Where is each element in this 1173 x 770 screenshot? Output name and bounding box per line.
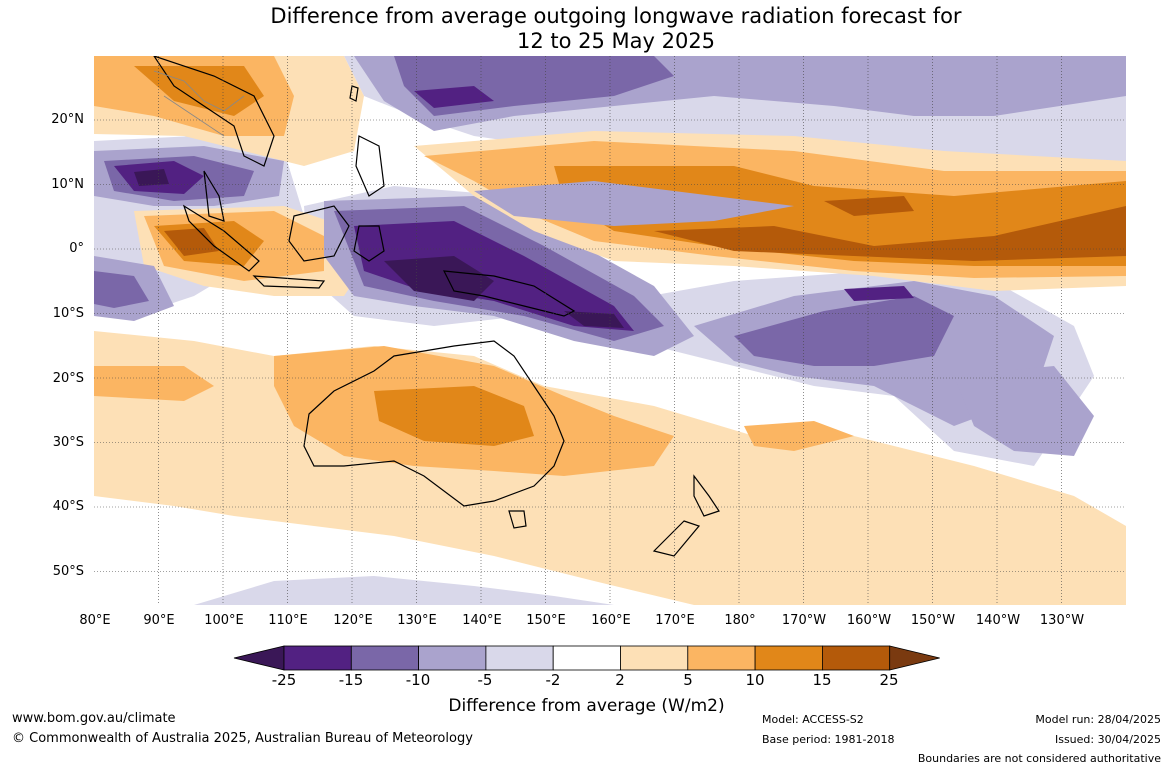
lat-label-40s: 40°S (52, 499, 84, 514)
region-purple-itcz-strip (474, 181, 794, 226)
colorbar-extend-min (233, 645, 285, 671)
colorbar-tick: 5 (683, 671, 693, 689)
java-coastline (252, 275, 326, 289)
lat-label-30s: 30°S (52, 435, 84, 450)
lon-label-130e: 130°E (397, 613, 437, 628)
colorbar (233, 645, 940, 671)
borneo-coastline (288, 205, 350, 262)
lon-label-90e: 90°E (143, 613, 175, 628)
lon-label-80e: 80°E (79, 613, 111, 628)
region-orange-north-pacific-top (824, 196, 914, 216)
colorbar-tick: -2 (545, 671, 561, 689)
region-purple-north-pacific-center (414, 86, 494, 108)
region-purple-maritime-center (384, 256, 494, 301)
colorbar-tick: 25 (879, 671, 899, 689)
olr-anomaly-map (94, 56, 1126, 605)
lat-label-10n: 10°N (51, 177, 84, 192)
colorbar-segment (822, 645, 891, 671)
base-period: Base period: 1981-2018 (762, 733, 895, 746)
region-orange-indian-west (94, 366, 214, 401)
lon-label-130w: 130°W (1039, 613, 1085, 628)
map-panel (94, 56, 1126, 605)
colorbar-tick: 10 (745, 671, 765, 689)
region-purple-sw-indian-core (94, 271, 149, 308)
region-purple-far-south-pacific (954, 366, 1094, 456)
lon-label-140e: 140°E (462, 613, 502, 628)
lon-label-100e: 100°E (204, 613, 244, 628)
colorbar-tick: -15 (338, 671, 364, 689)
colorbar-tick: -25 (271, 671, 297, 689)
colorbar-segment (350, 645, 420, 671)
lon-label-150w: 150°W (910, 613, 956, 628)
title-line-2: 12 to 25 May 2025 (516, 29, 716, 53)
new-zealand-south-coastline (652, 520, 701, 557)
region-light-purple-southern-ocean (194, 576, 614, 605)
anomaly-shading (94, 56, 1126, 605)
colorbar-segment (485, 645, 554, 671)
lat-label-20s: 20°S (52, 371, 84, 386)
model-name: Model: ACCESS-S2 (762, 713, 864, 726)
indochina-coastline (153, 56, 275, 167)
region-orange-pacific-east (744, 421, 854, 451)
colorbar-segment (283, 645, 352, 671)
region-purple-south-pacific-center (844, 286, 914, 301)
sulawesi-coastline (353, 225, 385, 262)
tasmania-coastline (508, 510, 527, 529)
lon-label-150e: 150°E (526, 613, 566, 628)
lon-label-170e: 170°E (655, 613, 695, 628)
region-orange-australia-core (374, 386, 534, 446)
issued-date: Issued: 30/04/2025 (1054, 733, 1161, 746)
region-purple-png-center (564, 311, 624, 328)
coastlines (153, 56, 720, 557)
lon-label-160e: 160°E (591, 613, 631, 628)
lon-label-140w: 140°W (975, 613, 1021, 628)
title-line-1: Difference from average outgoing longwav… (270, 4, 962, 28)
colorbar-tick: -5 (477, 671, 493, 689)
model-run: Model run: 28/04/2025 (1035, 713, 1161, 726)
gridlines (94, 56, 1126, 605)
lon-label-160w: 160°W (846, 613, 892, 628)
colorbar-segment (754, 645, 823, 671)
region-orange-north-pacific-center (654, 206, 1126, 261)
lat-label-equator: 0° (69, 241, 84, 256)
colorbar-segment (552, 645, 621, 671)
colorbar-extend-max (889, 645, 940, 671)
sumatra-coastline (182, 204, 260, 272)
taiwan-coastline (349, 85, 359, 102)
australia-coastline (303, 340, 565, 507)
new-guinea-coastline (442, 270, 576, 317)
lon-label-170w: 170°W (781, 613, 827, 628)
colorbar-segment (687, 645, 756, 671)
colorbar-segment (620, 645, 689, 671)
colorbar-tick: 2 (615, 671, 625, 689)
lon-label-110e: 110°E (268, 613, 308, 628)
region-purple-bay-of-bengal-center (134, 169, 169, 186)
lat-label-50s: 50°S (52, 564, 84, 579)
lon-label-120e: 120°E (333, 613, 373, 628)
colorbar-label: Difference from average (W/m2) (448, 696, 725, 716)
malay-peninsula-coastline (203, 170, 225, 222)
map-title: Difference from average outgoing longwav… (0, 4, 1173, 54)
lat-label-20n: 20°N (51, 112, 84, 127)
lat-label-10s: 10°S (52, 306, 84, 321)
colorbar-tick: -10 (405, 671, 431, 689)
colorbar-tick: 15 (812, 671, 832, 689)
website-link[interactable]: www.bom.gov.au/climate (12, 711, 176, 726)
lon-label-180: 180° (724, 613, 756, 628)
borders (153, 70, 245, 137)
philippines-coastline (355, 135, 385, 197)
boundaries-disclaimer: Boundaries are not considered authoritat… (917, 752, 1161, 765)
new-zealand-north-coastline (693, 474, 720, 517)
colorbar-segment (418, 645, 487, 671)
region-orange-se-asia-core (134, 66, 264, 116)
copyright-text: © Commonwealth of Australia 2025, Austra… (12, 731, 473, 746)
